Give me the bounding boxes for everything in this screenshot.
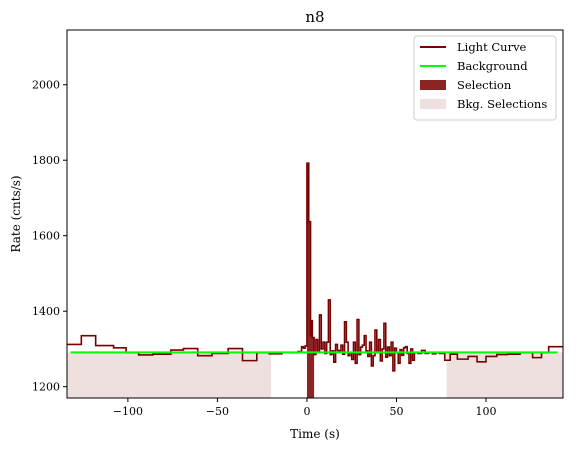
legend-swatch-selection bbox=[420, 80, 446, 90]
x-tick-label: −50 bbox=[206, 405, 229, 418]
y-axis-label: Rate (cnts/s) bbox=[9, 175, 23, 252]
legend-label-background: Background bbox=[457, 59, 528, 73]
light-curve-line bbox=[67, 162, 563, 372]
y-tick-label: 2000 bbox=[32, 79, 60, 92]
legend-label-light-curve: Light Curve bbox=[457, 40, 527, 54]
legend-box bbox=[413, 35, 557, 121]
bkg-selection-region-0 bbox=[67, 352, 272, 398]
x-tick-label: −100 bbox=[113, 405, 143, 418]
plot-frame bbox=[66, 29, 564, 399]
y-tick-label: 1200 bbox=[32, 381, 60, 394]
legend-label-bkg-selections: Bkg. Selections bbox=[457, 97, 547, 111]
legend-label-selection: Selection bbox=[457, 78, 512, 92]
legend-swatch-bkg-selections bbox=[420, 99, 446, 109]
x-tick-label: 100 bbox=[476, 405, 497, 418]
x-tick-label: 0 bbox=[303, 405, 310, 418]
x-axis-label: Time (s) bbox=[290, 427, 340, 441]
legend: Light Curve Background Selection Bkg. Selec… bbox=[413, 35, 557, 121]
y-tick-label: 1600 bbox=[32, 230, 60, 243]
bkg-selection-regions bbox=[67, 352, 563, 398]
chart-title: n8 bbox=[305, 8, 324, 26]
light-curve-series bbox=[67, 162, 563, 372]
x-tick-label: 50 bbox=[389, 405, 403, 418]
x-axis-ticks: −100 −50 0 50 100 bbox=[113, 398, 497, 418]
y-tick-label: 1800 bbox=[32, 154, 60, 167]
bkg-selection-region-1 bbox=[446, 352, 563, 398]
y-axis-ticks: 1200 1400 1600 1800 2000 bbox=[32, 79, 67, 394]
y-tick-label: 1400 bbox=[32, 305, 60, 318]
